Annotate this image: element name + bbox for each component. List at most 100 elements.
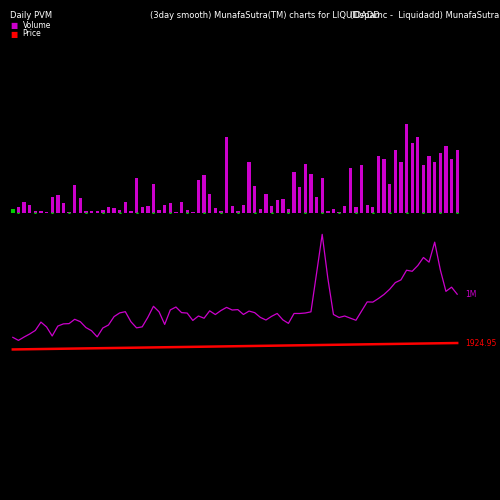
Point — [284, 208, 292, 216]
Text: 1924.95: 1924.95 — [466, 338, 497, 347]
Bar — [28, 206, 32, 212]
Bar — [416, 137, 420, 212]
Bar — [276, 200, 279, 212]
Bar — [270, 206, 273, 212]
Bar — [377, 156, 380, 212]
Point — [132, 208, 140, 216]
Bar — [152, 184, 155, 212]
Bar — [253, 186, 256, 212]
Point — [369, 208, 377, 216]
Bar — [129, 211, 132, 212]
Point — [386, 208, 394, 216]
Bar — [410, 144, 414, 212]
Bar — [168, 202, 172, 212]
Bar — [433, 162, 436, 212]
Point — [14, 208, 22, 216]
Bar — [78, 198, 82, 212]
Bar — [208, 194, 212, 212]
Bar — [186, 210, 189, 212]
Bar — [428, 156, 430, 212]
Bar — [56, 195, 59, 212]
Point — [48, 208, 56, 216]
Bar — [298, 186, 302, 212]
Bar — [146, 206, 150, 212]
Point — [82, 208, 90, 216]
Point — [335, 208, 343, 216]
Text: (Dspamc -  Liquidadd) MunafaSutra.com: (Dspamc - Liquidadd) MunafaSutra.com — [350, 11, 500, 20]
Bar — [90, 211, 93, 212]
Point — [150, 208, 158, 216]
Bar — [225, 137, 228, 212]
Point — [436, 208, 444, 216]
Bar — [320, 178, 324, 212]
Bar — [382, 159, 386, 212]
Bar — [22, 202, 26, 212]
Bar — [438, 152, 442, 212]
Point — [183, 208, 191, 216]
Point — [200, 208, 208, 216]
Bar — [163, 204, 166, 212]
Bar — [422, 166, 425, 212]
Text: ■: ■ — [10, 30, 17, 39]
Point — [65, 208, 73, 216]
Bar — [292, 172, 296, 212]
Bar — [264, 194, 268, 212]
Bar — [326, 211, 330, 212]
Text: 1M: 1M — [466, 290, 477, 298]
Point — [402, 208, 410, 216]
Bar — [84, 210, 87, 212]
Point — [116, 208, 124, 216]
Bar — [96, 211, 99, 212]
Point — [268, 208, 276, 216]
Bar — [202, 176, 206, 212]
Bar — [118, 210, 122, 212]
Bar — [11, 208, 15, 212]
Bar — [399, 162, 402, 212]
Point — [166, 208, 174, 216]
Bar — [242, 205, 245, 212]
Point — [352, 208, 360, 216]
Bar — [450, 159, 453, 212]
Bar — [107, 206, 110, 212]
Bar — [309, 174, 312, 212]
Bar — [287, 209, 290, 212]
Bar — [230, 206, 234, 212]
Bar — [112, 208, 116, 212]
Bar — [101, 210, 104, 212]
Bar — [124, 202, 127, 212]
Bar — [248, 162, 251, 212]
Bar — [348, 168, 352, 212]
Bar — [197, 180, 200, 212]
Bar — [304, 164, 307, 212]
Bar — [158, 210, 161, 212]
Bar — [388, 184, 392, 212]
Point — [250, 208, 258, 216]
Bar — [258, 209, 262, 212]
Point — [302, 208, 310, 216]
Point — [318, 208, 326, 216]
Bar — [405, 124, 408, 212]
Bar — [180, 202, 183, 212]
Point — [99, 208, 107, 216]
Bar — [214, 208, 217, 212]
Text: ■: ■ — [10, 21, 17, 30]
Bar — [456, 150, 459, 212]
Bar — [360, 166, 363, 212]
Bar — [236, 211, 240, 212]
Point — [32, 208, 40, 216]
Point — [453, 208, 461, 216]
Bar — [17, 207, 20, 212]
Bar — [140, 208, 144, 212]
Bar — [315, 196, 318, 212]
Bar — [354, 207, 358, 212]
Point — [217, 208, 225, 216]
Bar — [281, 199, 284, 212]
Bar — [73, 185, 76, 212]
Bar — [444, 146, 448, 212]
Text: Volume: Volume — [22, 20, 51, 30]
Bar — [394, 150, 397, 212]
Bar — [34, 211, 37, 212]
Bar — [135, 178, 138, 212]
Bar — [62, 203, 65, 212]
Bar — [50, 196, 54, 212]
